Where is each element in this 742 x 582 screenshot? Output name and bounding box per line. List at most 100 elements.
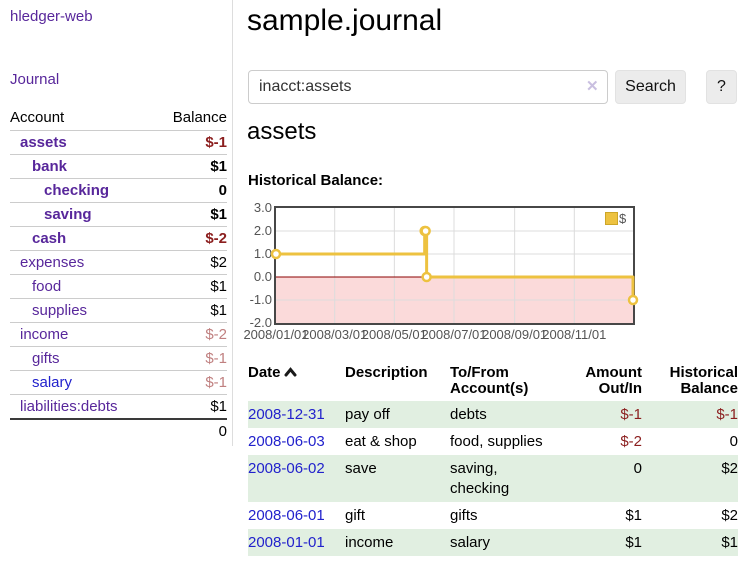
register-header-balance: Historical Balance (669, 364, 738, 397)
account-link-bank[interactable]: bank (32, 158, 68, 175)
register-header-accounts: To/From Account(s) (450, 364, 529, 397)
transaction-date-link[interactable]: 2008-06-02 (248, 460, 325, 477)
account-row-liabilities-debts: liabilities:debts $1 (10, 394, 227, 419)
account-row-checking: checking 0 (10, 178, 227, 203)
transaction-description: eat & shop (345, 433, 417, 450)
accounts-header-account: Account (10, 109, 65, 126)
register-row: 2008-01-01 income salary $1 $1 (248, 529, 738, 556)
account-balance: $1 (154, 394, 227, 419)
account-row-expenses: expenses $2 (10, 250, 227, 275)
transaction-accounts: gifts (450, 507, 478, 524)
transaction-balance: $2 (642, 455, 738, 502)
account-row-saving: saving $1 (10, 202, 227, 227)
account-heading: assets (247, 118, 317, 145)
transaction-balance: $1 (642, 529, 738, 556)
register-header-amount: Amount Out/In (585, 364, 642, 397)
x-tick-label: 2008/01/01 (243, 327, 309, 342)
y-tick-label: 1.0 (253, 246, 272, 261)
chart-legend: $ (603, 210, 629, 227)
transaction-date-link[interactable]: 2008-01-01 (248, 534, 325, 551)
transaction-accounts: food, supplies (450, 433, 543, 450)
sidebar-item-journal[interactable]: Journal (10, 71, 60, 88)
y-tick-label: -1.0 (249, 292, 272, 307)
account-link-assets[interactable]: assets (20, 134, 67, 151)
transaction-date-link[interactable]: 2008-06-03 (248, 433, 325, 450)
register-row: 2008-06-02 save saving, checking 0 $2 (248, 455, 738, 502)
account-link-expenses[interactable]: expenses (20, 254, 85, 271)
transaction-amount: 0 (562, 455, 642, 502)
account-balance: $2 (154, 250, 227, 275)
clear-search-icon[interactable]: ✕ (586, 78, 599, 95)
transaction-amount: $-2 (620, 433, 642, 450)
account-balance: $-2 (154, 322, 227, 347)
account-balance: $1 (154, 202, 227, 227)
account-link-income[interactable]: income (20, 326, 69, 343)
page-title: sample.journal (247, 4, 443, 37)
transaction-date-link[interactable]: 2008-06-01 (248, 507, 325, 524)
transaction-amount: $1 (562, 529, 642, 556)
accounts-total-row: 0 (10, 418, 227, 443)
search-button[interactable]: Search (615, 70, 686, 104)
register-row: 2008-06-03 eat & shop food, supplies $-2… (248, 428, 738, 455)
legend-swatch-icon (605, 212, 618, 225)
chart-y-axis: 3.0 2.0 1.0 0.0 -1.0 -2.0 (238, 200, 272, 332)
register-row: 2008-12-31 pay off debts $-1 $-1 (248, 401, 738, 428)
accounts-total: 0 (154, 418, 227, 443)
x-tick-label: 2008/07/01 (421, 327, 487, 342)
app-title-link[interactable]: hledger-web (10, 8, 93, 25)
account-balance: $-1 (154, 130, 227, 155)
transaction-accounts: debts (450, 401, 562, 428)
account-link-checking[interactable]: checking (44, 182, 110, 199)
x-tick-label: 2008/05/01 (361, 327, 427, 342)
account-link-cash[interactable]: cash (32, 230, 67, 247)
account-balance: $1 (154, 298, 227, 323)
account-row-bank: bank $1 (10, 154, 227, 179)
register-row: 2008-06-01 gift gifts $1 $2 (248, 502, 738, 529)
account-row-salary: salary $-1 (10, 370, 227, 395)
register-header-row: Date Description To/From Account(s) Amou… (248, 363, 738, 401)
y-tick-label: 2.0 (253, 223, 272, 238)
account-link-saving[interactable]: saving (44, 206, 92, 223)
account-link-food[interactable]: food (32, 278, 62, 295)
historical-balance-chart (270, 206, 639, 325)
transaction-date-link[interactable]: 2008-12-31 (248, 406, 325, 423)
account-row-cash: cash $-2 (10, 226, 227, 251)
transaction-balance: $2 (721, 507, 738, 524)
account-balance: $-1 (154, 370, 227, 395)
account-row-income: income $-2 (10, 322, 227, 347)
account-balance: $1 (154, 154, 227, 179)
accounts-table: Account Balance assets $-1 bank $1 check… (10, 106, 227, 443)
transaction-balance: 0 (729, 433, 738, 450)
y-tick-label: 3.0 (253, 200, 272, 215)
account-row-gifts: gifts $-1 (10, 346, 227, 371)
transaction-description: gift (345, 507, 366, 524)
transaction-accounts: salary (450, 529, 562, 556)
transaction-accounts: saving, checking (450, 455, 562, 502)
account-balance: $-2 (154, 226, 227, 251)
account-link-supplies[interactable]: supplies (32, 302, 88, 319)
plot-canvas (270, 208, 639, 323)
accounts-header-balance: Balance (172, 109, 227, 126)
transaction-description: income (345, 529, 450, 556)
help-button[interactable]: ? (706, 70, 737, 104)
account-link-gifts[interactable]: gifts (32, 350, 60, 367)
x-tick-label: 2008/09/01 (482, 327, 548, 342)
transaction-amount: $1 (625, 507, 642, 524)
transaction-description: save (345, 455, 450, 502)
search-input[interactable] (248, 70, 608, 104)
transaction-description: pay off (345, 401, 450, 428)
account-balance: $1 (154, 274, 227, 299)
account-balance: $-1 (154, 346, 227, 371)
register-table: Date Description To/From Account(s) Amou… (248, 363, 738, 556)
account-balance: 0 (154, 178, 227, 203)
x-tick-label: 2008/03/01 (302, 327, 368, 342)
x-tick-label: 2008/11/01 (542, 327, 607, 342)
account-row-supplies: supplies $1 (10, 298, 227, 323)
y-tick-label: -2.0 (249, 315, 272, 330)
register-header-date[interactable]: Date (248, 363, 345, 401)
account-link-salary[interactable]: salary (32, 374, 73, 391)
account-link-liabilities-debts[interactable]: liabilities:debts (20, 398, 118, 415)
transaction-balance: $-1 (642, 401, 738, 428)
accounts-header-row: Account Balance (10, 106, 227, 131)
